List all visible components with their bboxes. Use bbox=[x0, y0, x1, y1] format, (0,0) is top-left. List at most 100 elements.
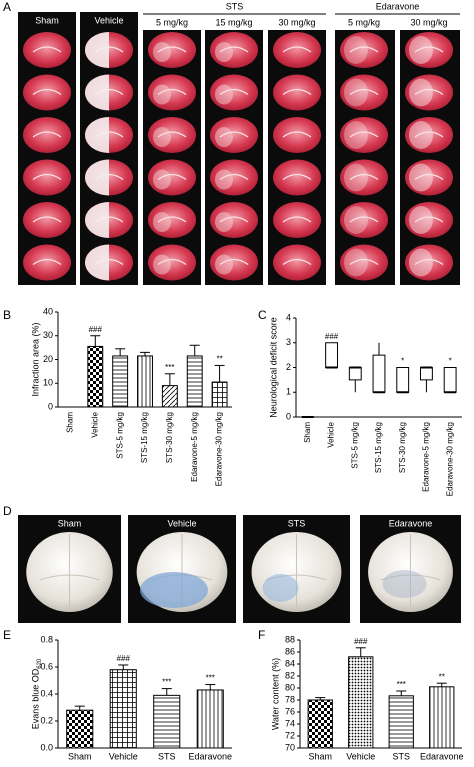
group-label: STS bbox=[226, 1, 244, 11]
brain-slice bbox=[273, 32, 321, 68]
photo-label: 30 mg/kg bbox=[278, 17, 315, 27]
bar bbox=[161, 385, 178, 408]
slice-detail bbox=[157, 258, 187, 265]
x-tick-label: STS-5 mg/kg bbox=[350, 422, 359, 469]
y-tick-label: 82 bbox=[285, 670, 295, 680]
infarct bbox=[215, 127, 233, 147]
y-tick-label: 0 bbox=[286, 411, 291, 421]
photo bbox=[400, 30, 460, 285]
bar bbox=[87, 345, 104, 408]
bar bbox=[429, 686, 455, 749]
infarct bbox=[215, 254, 233, 275]
y-tick-label: 20 bbox=[43, 354, 53, 364]
infarct bbox=[153, 42, 171, 62]
y-tick-label: 0.8 bbox=[40, 634, 53, 644]
photo bbox=[143, 30, 201, 285]
significance: *** bbox=[165, 363, 174, 372]
significance: ** bbox=[216, 355, 222, 364]
infarct bbox=[85, 117, 109, 153]
slice-detail bbox=[282, 131, 312, 138]
photo-label: 5 mg/kg bbox=[156, 17, 188, 27]
y-tick-label: 74 bbox=[285, 718, 295, 728]
brain-slice bbox=[23, 159, 71, 196]
x-tick-label: Vehicle bbox=[90, 411, 99, 437]
slice-detail bbox=[349, 46, 379, 53]
y-axis-label: Evans blue OD620 bbox=[30, 658, 42, 729]
y-axis-label: Infraction area (%) bbox=[30, 322, 40, 396]
photo-label: 30 mg/kg bbox=[410, 17, 447, 27]
photo-label: STS bbox=[288, 518, 306, 528]
photo-label: Sham bbox=[58, 518, 82, 528]
y-axis-label-subscript: 620 bbox=[37, 658, 43, 669]
group-label: Edaravone bbox=[376, 1, 420, 11]
y-tick-label: 0 bbox=[48, 401, 53, 411]
y-tick-label: 2 bbox=[286, 362, 291, 372]
photo-label: 15 mg/kg bbox=[215, 17, 252, 27]
significance: ### bbox=[89, 325, 103, 334]
dye bbox=[262, 574, 299, 602]
x-tick-label: STS-5 mg/kg bbox=[115, 412, 124, 459]
panel-letter: D bbox=[3, 504, 12, 518]
infarct bbox=[344, 163, 368, 192]
slice-detail bbox=[157, 88, 187, 95]
y-tick-label: 0.0 bbox=[40, 742, 53, 752]
slice-detail bbox=[219, 216, 249, 223]
significance: ### bbox=[354, 637, 368, 646]
slice-detail bbox=[282, 173, 312, 180]
bar bbox=[112, 355, 129, 408]
error-bar bbox=[205, 684, 216, 690]
bar bbox=[307, 699, 333, 749]
bar bbox=[109, 669, 137, 749]
error-bar bbox=[74, 705, 85, 711]
error-bar bbox=[214, 364, 225, 383]
box bbox=[420, 367, 433, 381]
slice-detail bbox=[282, 88, 312, 95]
infarct bbox=[153, 254, 171, 275]
brain-slice bbox=[23, 32, 71, 68]
y-axis-label: Neurological deficit score bbox=[268, 317, 278, 418]
brain-slice bbox=[148, 159, 196, 196]
significance: *** bbox=[206, 674, 215, 683]
slice-detail bbox=[157, 173, 187, 180]
infarct bbox=[215, 84, 233, 105]
bar bbox=[66, 709, 94, 749]
brain-slice bbox=[340, 244, 388, 281]
error-bar bbox=[315, 697, 326, 700]
x-tick-label: STS bbox=[392, 751, 410, 761]
box bbox=[325, 342, 338, 368]
x-tick-label: Edaravone-5 mg/kg bbox=[422, 422, 431, 492]
infarct bbox=[153, 169, 171, 190]
brain-slice bbox=[148, 74, 196, 111]
photo-label: Edaravone bbox=[389, 518, 433, 528]
slice-detail bbox=[282, 258, 312, 265]
significance: * bbox=[401, 357, 404, 366]
y-tick-label: 76 bbox=[285, 706, 295, 716]
y-axis-label: Water content (%) bbox=[270, 658, 280, 730]
brain-slice bbox=[148, 117, 196, 153]
infarct bbox=[153, 212, 171, 232]
brain-slice bbox=[210, 74, 258, 111]
brain-slice bbox=[210, 244, 258, 281]
x-tick-label: Sham bbox=[303, 422, 312, 443]
bar bbox=[388, 695, 414, 749]
infarct bbox=[344, 78, 368, 107]
error-bar bbox=[161, 688, 172, 696]
slice-detail bbox=[349, 258, 379, 265]
x-tick-label: Edaravone-30 mg/kg bbox=[215, 412, 224, 486]
infarct bbox=[409, 163, 433, 192]
slice-detail bbox=[157, 131, 187, 138]
infarct bbox=[409, 206, 433, 234]
brain-slice bbox=[273, 244, 321, 281]
panel-letter: F bbox=[258, 628, 265, 642]
x-tick-label: Vehicle bbox=[346, 751, 375, 761]
x-tick-label: STS bbox=[158, 751, 176, 761]
slice-detail bbox=[32, 88, 62, 95]
brain-slice bbox=[210, 117, 258, 153]
y-tick-label: 80 bbox=[285, 682, 295, 692]
slice-detail bbox=[219, 88, 249, 95]
photo bbox=[335, 30, 395, 285]
slice-detail bbox=[219, 131, 249, 138]
slice-detail bbox=[219, 258, 249, 265]
brain-slice bbox=[340, 117, 388, 153]
slice-detail bbox=[219, 173, 249, 180]
